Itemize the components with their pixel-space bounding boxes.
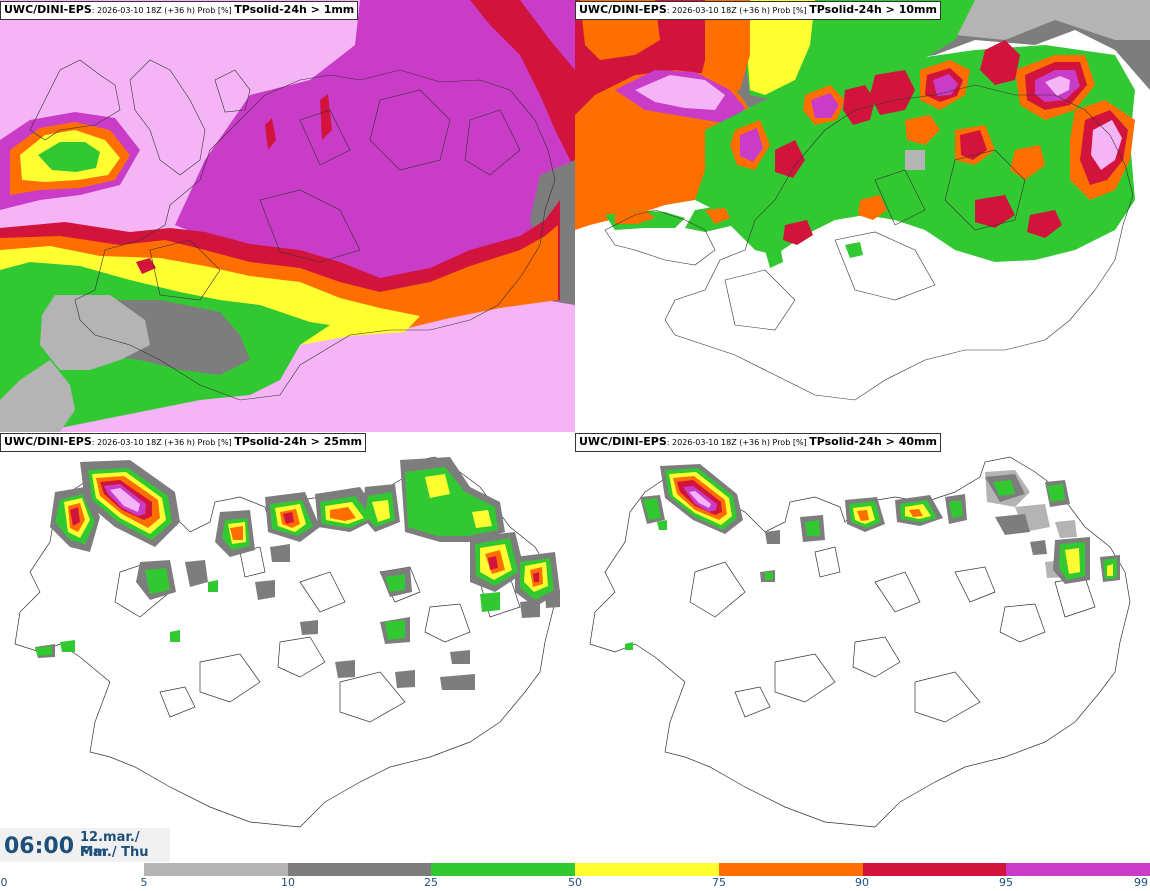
parameter-label: TPsolid-24h > 10mm xyxy=(809,3,937,16)
colorbar-segment-5-10 xyxy=(144,863,288,876)
parameter-label: TPsolid-24h > 1mm xyxy=(234,3,355,16)
probability-map-10mm xyxy=(575,0,1150,432)
colorbar-tick: 75 xyxy=(712,876,726,889)
colorbar-tick: 95 xyxy=(999,876,1013,889)
panel-title: UWC/DINI-EPS: 2026-03-10 18Z (+36 h) Pro… xyxy=(0,433,366,452)
model-name: UWC/DINI-EPS xyxy=(4,435,92,448)
colorbar-tick: 25 xyxy=(424,876,438,889)
colorbar-segment-25-50 xyxy=(431,863,576,876)
valid-date: 12.mar./ Mar xyxy=(80,830,140,860)
map-panel-25mm: UWC/DINI-EPS: 2026-03-10 18Z (+36 h) Pro… xyxy=(0,432,575,864)
colorbar-segment-90-95 xyxy=(862,863,1007,876)
colorbar-segment-95-99 xyxy=(1006,863,1150,876)
model-name: UWC/DINI-EPS xyxy=(4,3,92,16)
colorbar-segment-75-90 xyxy=(718,863,863,876)
map-panel-40mm: UWC/DINI-EPS: 2026-03-10 18Z (+36 h) Pro… xyxy=(575,432,1150,864)
valid-time: 06:00 xyxy=(4,834,75,859)
colorbar-tick: 0 xyxy=(0,876,8,889)
colorbar-tick: 5 xyxy=(140,876,148,889)
probability-map-1mm xyxy=(0,0,575,432)
model-name: UWC/DINI-EPS xyxy=(579,435,667,448)
model-name: UWC/DINI-EPS xyxy=(579,3,667,16)
colorbar-tick: 10 xyxy=(281,876,295,889)
valid-time-box: 06:00 12.mar./ Mar Fim./ Thu xyxy=(0,828,170,862)
panel-title: UWC/DINI-EPS: 2026-03-10 18Z (+36 h) Pro… xyxy=(0,1,359,20)
map-panel-10mm: UWC/DINI-EPS: 2026-03-10 18Z (+36 h) Pro… xyxy=(575,0,1150,432)
colorbar-tick: 99 xyxy=(1134,876,1148,889)
probability-colorbar xyxy=(144,863,1150,876)
map-panel-1mm: UWC/DINI-EPS: 2026-03-10 18Z (+36 h) Pro… xyxy=(0,0,575,432)
colorbar-segment-50-75 xyxy=(575,863,719,876)
panel-title: UWC/DINI-EPS: 2026-03-10 18Z (+36 h) Pro… xyxy=(575,1,941,20)
valid-weekday: Fim./ Thu xyxy=(80,845,149,860)
colorbar-tick: 90 xyxy=(855,876,869,889)
colorbar-tick: 50 xyxy=(568,876,582,889)
run-info: : 2026-03-10 18Z (+36 h) Prob [%] xyxy=(91,438,235,447)
run-info: : 2026-03-10 18Z (+36 h) Prob [%] xyxy=(666,6,810,15)
colorbar-ticks: 0 5 10 25 50 75 90 95 99 xyxy=(0,876,1150,891)
run-info: : 2026-03-10 18Z (+36 h) Prob [%] xyxy=(91,6,235,15)
probability-map-40mm xyxy=(575,432,1150,864)
parameter-label: TPsolid-24h > 40mm xyxy=(809,435,937,448)
run-info: : 2026-03-10 18Z (+36 h) Prob [%] xyxy=(666,438,810,447)
colorbar-segment-10-25 xyxy=(287,863,432,876)
parameter-label: TPsolid-24h > 25mm xyxy=(234,435,362,448)
probability-map-25mm xyxy=(0,432,575,864)
panel-title: UWC/DINI-EPS: 2026-03-10 18Z (+36 h) Pro… xyxy=(575,433,941,452)
